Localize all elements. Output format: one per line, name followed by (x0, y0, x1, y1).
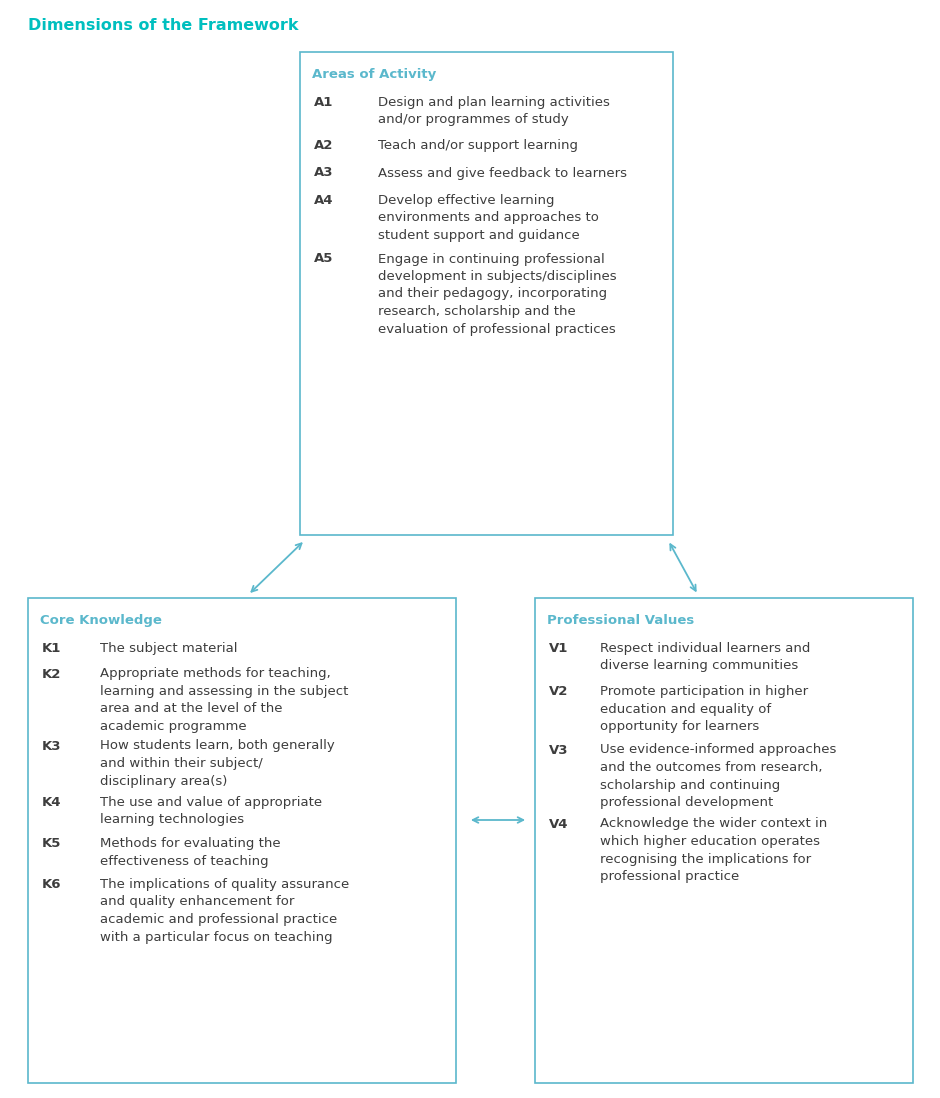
Text: The implications of quality assurance
and quality enhancement for
academic and p: The implications of quality assurance an… (100, 878, 350, 943)
Text: V4: V4 (549, 818, 569, 830)
Text: How students learn, both generally
and within their subject/
disciplinary area(s: How students learn, both generally and w… (100, 739, 335, 787)
Text: Teach and/or support learning: Teach and/or support learning (378, 139, 578, 152)
Text: V3: V3 (549, 743, 569, 757)
Text: Areas of Activity: Areas of Activity (312, 68, 436, 81)
Text: A2: A2 (314, 139, 334, 152)
Text: Core Knowledge: Core Knowledge (40, 614, 162, 627)
Text: Engage in continuing professional
development in subjects/disciplines
and their : Engage in continuing professional develo… (378, 253, 617, 336)
Text: K5: K5 (42, 837, 61, 850)
Text: V2: V2 (549, 685, 569, 698)
Text: Respect individual learners and
diverse learning communities: Respect individual learners and diverse … (600, 642, 810, 672)
Text: The subject material: The subject material (100, 642, 238, 656)
Bar (300, 52, 673, 535)
Text: Methods for evaluating the
effectiveness of teaching: Methods for evaluating the effectiveness… (100, 837, 281, 867)
Text: Professional Values: Professional Values (547, 614, 695, 627)
Text: Appropriate methods for teaching,
learning and assessing in the subject
area and: Appropriate methods for teaching, learni… (100, 668, 349, 733)
Text: The use and value of appropriate
learning technologies: The use and value of appropriate learnin… (100, 796, 322, 827)
Text: Acknowledge the wider context in
which higher education operates
recognising the: Acknowledge the wider context in which h… (600, 818, 827, 883)
Text: K2: K2 (42, 668, 61, 681)
Text: A5: A5 (314, 253, 334, 266)
Text: K6: K6 (42, 878, 61, 890)
Text: A3: A3 (314, 167, 334, 179)
Text: A1: A1 (314, 96, 334, 109)
Text: K4: K4 (42, 796, 61, 809)
Text: Promote participation in higher
education and equality of
opportunity for learne: Promote participation in higher educatio… (600, 685, 808, 733)
Text: Assess and give feedback to learners: Assess and give feedback to learners (378, 167, 627, 179)
Text: Use evidence-informed approaches
and the outcomes from research,
scholarship and: Use evidence-informed approaches and the… (600, 743, 837, 809)
Text: Develop effective learning
environments and approaches to
student support and gu: Develop effective learning environments … (378, 194, 599, 242)
Text: Dimensions of the Framework: Dimensions of the Framework (28, 18, 299, 33)
Text: V1: V1 (549, 642, 569, 656)
Text: K1: K1 (42, 642, 61, 656)
Bar (535, 598, 913, 1083)
Text: A4: A4 (314, 194, 334, 208)
Text: Design and plan learning activities
and/or programmes of study: Design and plan learning activities and/… (378, 96, 610, 126)
Text: K3: K3 (42, 739, 61, 752)
Bar (28, 598, 456, 1083)
